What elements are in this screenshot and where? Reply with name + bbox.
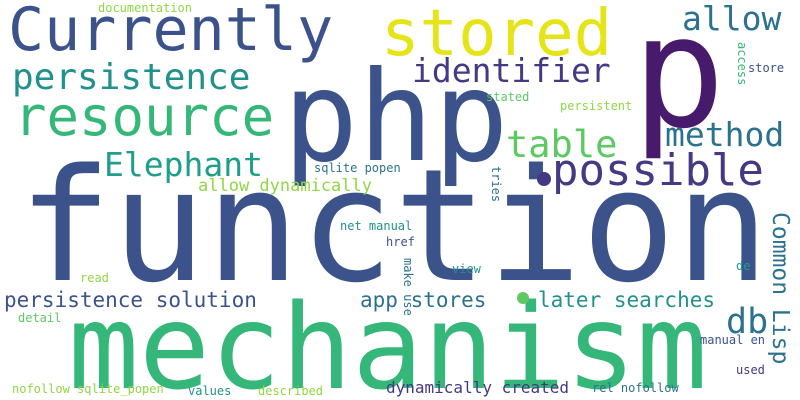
word-used: used bbox=[736, 363, 765, 377]
word-nofollow-sqlite-popen: nofollow sqlite_popen bbox=[12, 382, 164, 396]
word-read: read bbox=[80, 271, 109, 285]
word-app-stores: app stores bbox=[360, 288, 487, 312]
word-bullet-dot-small bbox=[517, 292, 529, 304]
word-access: access bbox=[735, 42, 749, 86]
word-make-use: make use bbox=[401, 258, 415, 316]
word-elephant: Elephant bbox=[104, 145, 263, 184]
word-de: de bbox=[736, 259, 751, 273]
word-db: db bbox=[726, 302, 769, 342]
word-later-searches: later searches bbox=[538, 288, 716, 312]
word-href: href bbox=[386, 235, 415, 249]
word-identifier: identifier bbox=[412, 51, 611, 90]
word-persistent: persistent bbox=[560, 99, 633, 113]
word-persistence: persistence bbox=[12, 57, 251, 98]
word-net-manual: net manual bbox=[340, 219, 413, 233]
word-view: view bbox=[452, 262, 481, 276]
word-allow: allow bbox=[682, 0, 782, 38]
word-stored: stored bbox=[381, 0, 613, 71]
word-php: php bbox=[283, 45, 509, 190]
word-detail: detail bbox=[18, 311, 62, 325]
word-method: method bbox=[665, 115, 785, 154]
word-described: described bbox=[258, 384, 324, 398]
word-function: function bbox=[18, 135, 770, 317]
word-values: values bbox=[188, 384, 232, 398]
word-possible: possible bbox=[552, 145, 764, 196]
word-currently: Currently bbox=[8, 0, 334, 65]
word-tries: tries bbox=[489, 166, 503, 203]
word-documentation: documentation bbox=[98, 1, 192, 15]
word-p: p bbox=[632, 0, 726, 163]
word-rel-nofollow: rel nofollow bbox=[592, 381, 679, 395]
word-common-lisp: Common Lisp bbox=[767, 212, 793, 365]
word-stated: stated bbox=[486, 90, 530, 104]
word-sqlite-popen: sqlite popen bbox=[314, 161, 401, 175]
word-store: store bbox=[748, 61, 785, 75]
word-mechanism: mechanism bbox=[68, 278, 708, 400]
word-table: table bbox=[506, 123, 618, 166]
word-persistence-solution: persistence solution bbox=[4, 288, 257, 312]
word-bullet-dot bbox=[537, 172, 551, 186]
word-allow-dynamically: allow dynamically bbox=[198, 176, 372, 196]
word-resource: resource bbox=[14, 85, 275, 148]
word-dynamically-created: dynamically created bbox=[386, 378, 570, 397]
word-manual-en: manual en bbox=[700, 333, 766, 347]
